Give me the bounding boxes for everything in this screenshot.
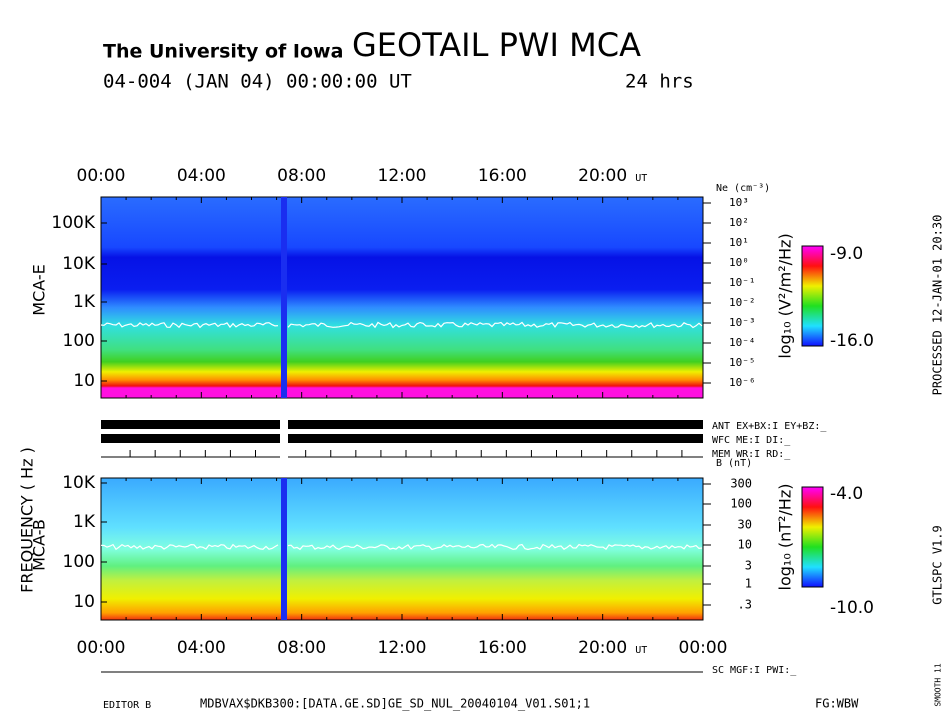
frequency-label: FREQUENCY ( Hz ) (18, 447, 37, 593)
status-text: ANT EX+BX:I EY+BZ:_ (712, 421, 827, 432)
ne-tick-label: 10⁻³ (729, 316, 756, 329)
ne-tick-label: 10² (729, 216, 749, 229)
y-tick-label: 100 (63, 552, 95, 572)
status-bar (101, 434, 280, 443)
colorbar-e (801, 245, 824, 347)
b-label: B (nT) (716, 458, 752, 469)
time-label: 12:00 (378, 166, 427, 186)
processed: PROCESSED 12-JAN-01 20:30 (931, 215, 945, 396)
colorbar-max: -4.0 (830, 484, 863, 504)
b-tick-label: 1 (745, 577, 752, 591)
time-label: 20:00 (578, 638, 627, 658)
time-unit: UT (635, 645, 647, 656)
time-label: 16:00 (478, 166, 527, 186)
density-trace (100, 543, 279, 551)
time-label: 00:00 (77, 166, 126, 186)
ne-tick-label: 10¹ (729, 236, 749, 249)
mca-e-spectrogram (100, 196, 704, 399)
y-tick-label: 10K (62, 254, 96, 274)
b-tick-label: 100 (730, 497, 752, 511)
status-bar (288, 434, 703, 443)
time-label: 08:00 (277, 166, 326, 186)
duration: 24 hrs (625, 71, 694, 93)
time-label: 00:00 (679, 638, 728, 658)
y-tick-label: 10 (73, 592, 95, 612)
time-label: 00:00 (77, 638, 126, 658)
file-path: MDBVAX$DKB300:[DATA.GE.SD]GE_SD_NUL_2004… (200, 697, 590, 711)
y-tick-label: 100 (63, 331, 95, 351)
data-gap (281, 197, 287, 398)
y-tick-label: 10 (73, 371, 95, 391)
ne-tick-label: 10⁻² (729, 296, 756, 309)
density-trace (287, 321, 703, 329)
b-tick-label: .3 (738, 598, 752, 612)
colorbar-label: log₁₀ (nT²/Hz) (776, 484, 795, 591)
status-text: WFC ME:I DI:_ (712, 435, 791, 446)
ne-tick-label: 10⁻¹ (729, 276, 756, 289)
time-label: 20:00 (578, 166, 627, 186)
time-label: 04:00 (177, 166, 226, 186)
smooth: SMOOTH 11 (934, 663, 943, 707)
status-bar (288, 420, 703, 429)
data-gap (281, 478, 287, 620)
b-tick-label: 10 (738, 538, 752, 552)
y-tick-label: 1K (73, 512, 96, 532)
density-trace (100, 322, 279, 329)
y-tick-label: 10K (62, 473, 96, 493)
colorbar-b (801, 486, 824, 588)
title: GEOTAIL PWI MCA (352, 26, 641, 64)
colorbar-max: -9.0 (830, 244, 863, 264)
ne-tick-label: 10⁻⁶ (729, 376, 756, 389)
fg: FG:WBW (815, 697, 859, 711)
colorbar-min: -16.0 (830, 331, 874, 351)
panel-label: MCA-E (30, 264, 49, 315)
time-label: 16:00 (478, 638, 527, 658)
y-tick-label: 1K (73, 292, 96, 312)
ne-tick-label: 10³ (729, 196, 749, 209)
date: 04-004 (JAN 04) 00:00:00 UT (103, 71, 412, 93)
panel-label: MCA-B (30, 519, 49, 571)
ne-tick-label: 10⁻⁴ (729, 336, 756, 349)
time-unit: UT (635, 173, 647, 184)
time-label: 12:00 (378, 638, 427, 658)
b-tick-label: 3 (745, 559, 752, 573)
institution: The University of Iowa (103, 41, 343, 63)
time-label: 04:00 (177, 638, 226, 658)
ne-label: Ne (cm⁻³) (716, 183, 770, 194)
b-tick-label: 30 (738, 518, 752, 532)
y-tick-label: 100K (51, 213, 95, 233)
ne-tick-label: 10⁰ (729, 256, 749, 269)
time-label: 08:00 (277, 638, 326, 658)
status-bar (101, 420, 280, 429)
density-trace (287, 543, 703, 551)
version: GTLSPC V1.9 (931, 525, 945, 604)
sc-text: SC MGF:I PWI:_ (712, 665, 797, 676)
status-text: MEM WR:I RD:_ (712, 449, 791, 460)
b-tick-label: 300 (730, 477, 752, 491)
editor: EDITOR B (103, 700, 151, 711)
colorbar-label: log₁₀ (V²/m²/Hz) (776, 233, 795, 358)
ne-tick-label: 10⁻⁵ (729, 356, 756, 369)
colorbar-min: -10.0 (830, 598, 874, 618)
